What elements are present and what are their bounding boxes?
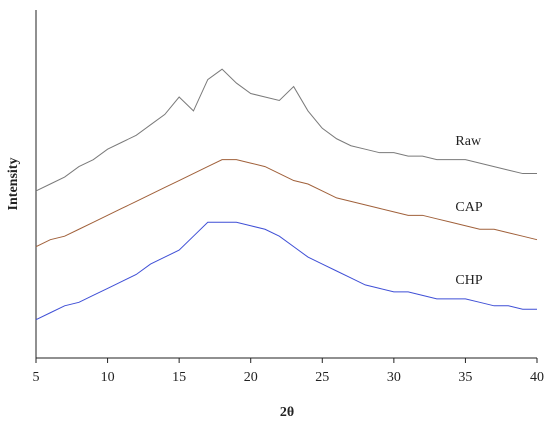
x-tick-label: 10 (101, 370, 115, 385)
x-tick-label: 5 (33, 370, 40, 385)
x-tick-label: 40 (530, 370, 544, 385)
x-axis-label: 2θ (280, 405, 294, 420)
x-tick-label: 25 (315, 370, 329, 385)
x-tick-label: 30 (387, 370, 401, 385)
series-label: CAP (455, 200, 482, 215)
series-line (35, 159, 538, 248)
series-line (35, 221, 537, 321)
series-label: CHP (455, 273, 482, 288)
x-tick-label: 20 (244, 370, 258, 385)
x-tick-label: 35 (458, 370, 472, 385)
x-tick-label: 15 (172, 370, 186, 385)
series-line (35, 68, 537, 192)
series-label: Raw (455, 134, 482, 149)
y-axis-label: Intensity (6, 158, 21, 211)
